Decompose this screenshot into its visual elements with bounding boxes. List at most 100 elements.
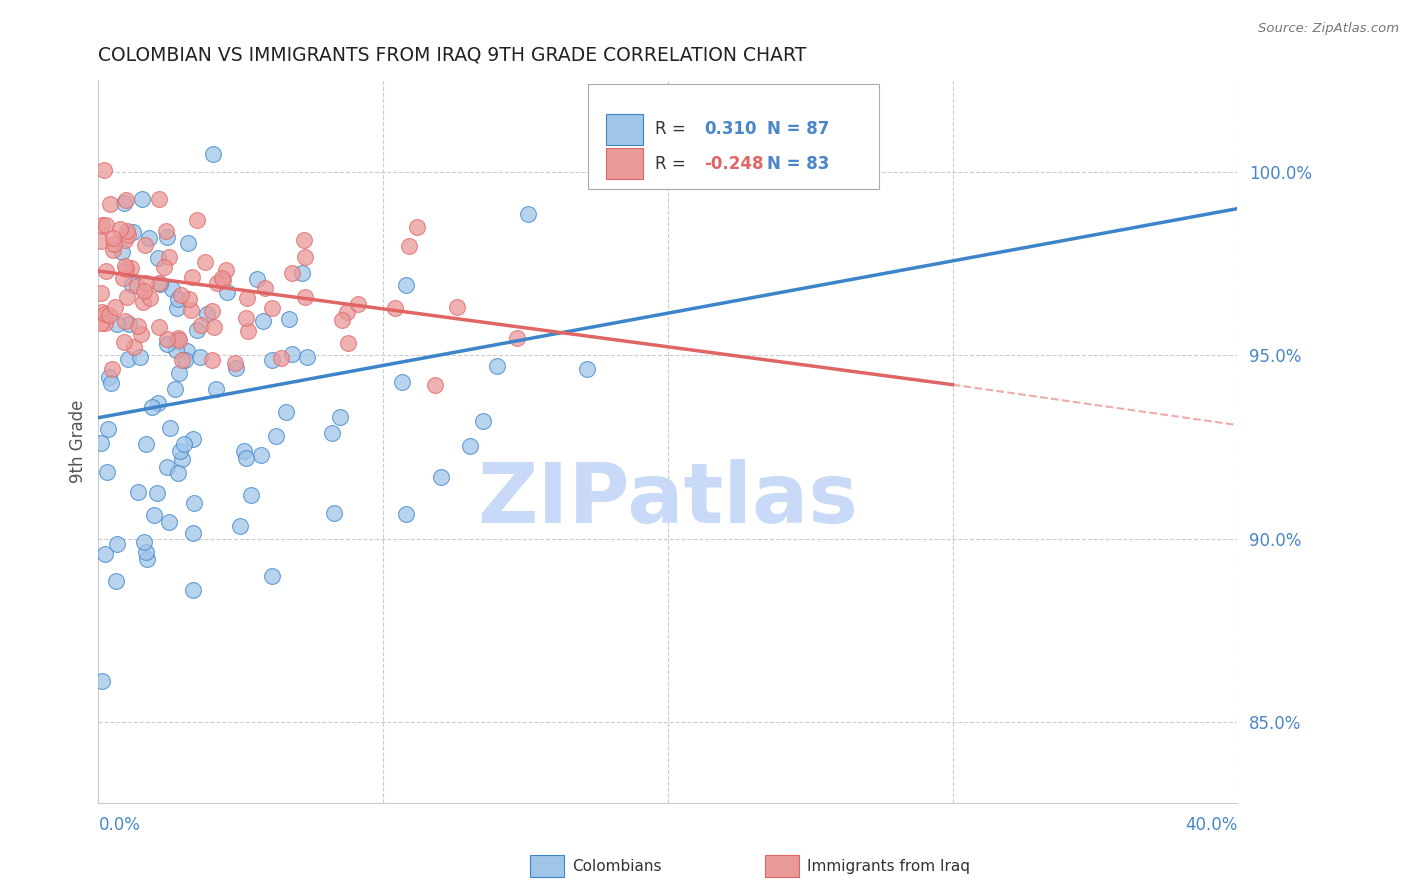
Point — [118, 318, 141, 332]
Point — [323, 507, 346, 521]
Point — [260, 352, 283, 367]
FancyBboxPatch shape — [588, 84, 879, 189]
Point — [321, 426, 343, 441]
Point — [135, 277, 157, 291]
Point — [260, 301, 283, 315]
Point — [291, 266, 314, 280]
Point — [278, 312, 301, 326]
Point — [391, 375, 413, 389]
Point — [446, 300, 468, 314]
Point — [173, 353, 195, 368]
Point — [125, 278, 148, 293]
Point — [122, 340, 145, 354]
Point — [194, 255, 217, 269]
Point — [114, 259, 136, 273]
Point — [159, 421, 181, 435]
Point — [90, 286, 112, 301]
Point — [114, 233, 136, 247]
Point — [202, 146, 225, 161]
Point — [167, 466, 190, 480]
Point — [156, 229, 179, 244]
Point — [134, 238, 156, 252]
Point — [395, 277, 418, 292]
Point — [146, 485, 169, 500]
Point — [112, 334, 135, 349]
Point — [148, 320, 170, 334]
Point — [169, 443, 191, 458]
Point — [94, 264, 117, 278]
Point — [246, 272, 269, 286]
Point — [101, 362, 124, 376]
Point — [205, 382, 228, 396]
Point — [172, 353, 194, 368]
Point — [398, 239, 420, 253]
Point — [170, 452, 193, 467]
Point — [146, 396, 169, 410]
Point — [108, 221, 131, 235]
Point — [121, 225, 143, 239]
Point — [183, 496, 205, 510]
Point — [131, 192, 153, 206]
Point — [423, 378, 446, 392]
Point — [329, 409, 352, 424]
Point — [139, 292, 162, 306]
Point — [201, 304, 224, 318]
Point — [148, 276, 170, 290]
Point — [176, 236, 198, 251]
Point — [156, 336, 179, 351]
Point — [111, 271, 134, 285]
Point — [152, 260, 174, 274]
Point — [169, 333, 191, 347]
Point — [131, 295, 153, 310]
Point — [215, 263, 238, 277]
Text: Colombians: Colombians — [572, 859, 662, 873]
Point — [127, 484, 149, 499]
Text: COLOMBIAN VS IMMIGRANTS FROM IRAQ 9TH GRADE CORRELATION CHART: COLOMBIAN VS IMMIGRANTS FROM IRAQ 9TH GR… — [98, 45, 807, 65]
Point — [115, 261, 138, 276]
Point — [103, 236, 125, 251]
Point — [148, 193, 170, 207]
Point — [224, 356, 246, 370]
Point — [264, 429, 287, 443]
Point — [163, 382, 186, 396]
Point — [235, 311, 257, 326]
Point — [96, 218, 118, 232]
Point — [91, 218, 114, 232]
Point — [336, 305, 359, 319]
FancyBboxPatch shape — [765, 855, 799, 877]
Point — [101, 231, 124, 245]
Point — [188, 351, 211, 365]
Point — [405, 219, 427, 234]
Point — [166, 292, 188, 306]
Point — [211, 273, 233, 287]
Point — [260, 569, 283, 583]
Text: -0.248: -0.248 — [704, 154, 763, 172]
Point — [135, 544, 157, 558]
Point — [471, 414, 494, 428]
Point — [165, 334, 187, 349]
Text: Source: ZipAtlas.com: Source: ZipAtlas.com — [1258, 22, 1399, 36]
Point — [166, 301, 188, 315]
Text: R =: R = — [655, 154, 692, 172]
Point — [105, 537, 128, 551]
Point — [292, 233, 315, 247]
Point — [94, 547, 117, 561]
FancyBboxPatch shape — [606, 114, 643, 145]
Point — [181, 269, 204, 284]
Y-axis label: 9th Grade: 9th Grade — [69, 400, 87, 483]
Point — [205, 277, 228, 291]
Text: N = 87: N = 87 — [766, 120, 830, 138]
Text: N = 83: N = 83 — [766, 154, 830, 172]
Text: R =: R = — [655, 120, 692, 138]
Point — [294, 250, 316, 264]
Point — [166, 331, 188, 345]
Point — [162, 283, 184, 297]
Point — [90, 234, 112, 248]
Point — [94, 316, 117, 330]
Point — [235, 451, 257, 466]
Point — [170, 287, 193, 301]
Point — [93, 163, 115, 178]
Point — [90, 673, 112, 688]
Point — [117, 228, 139, 243]
Point — [233, 444, 256, 458]
